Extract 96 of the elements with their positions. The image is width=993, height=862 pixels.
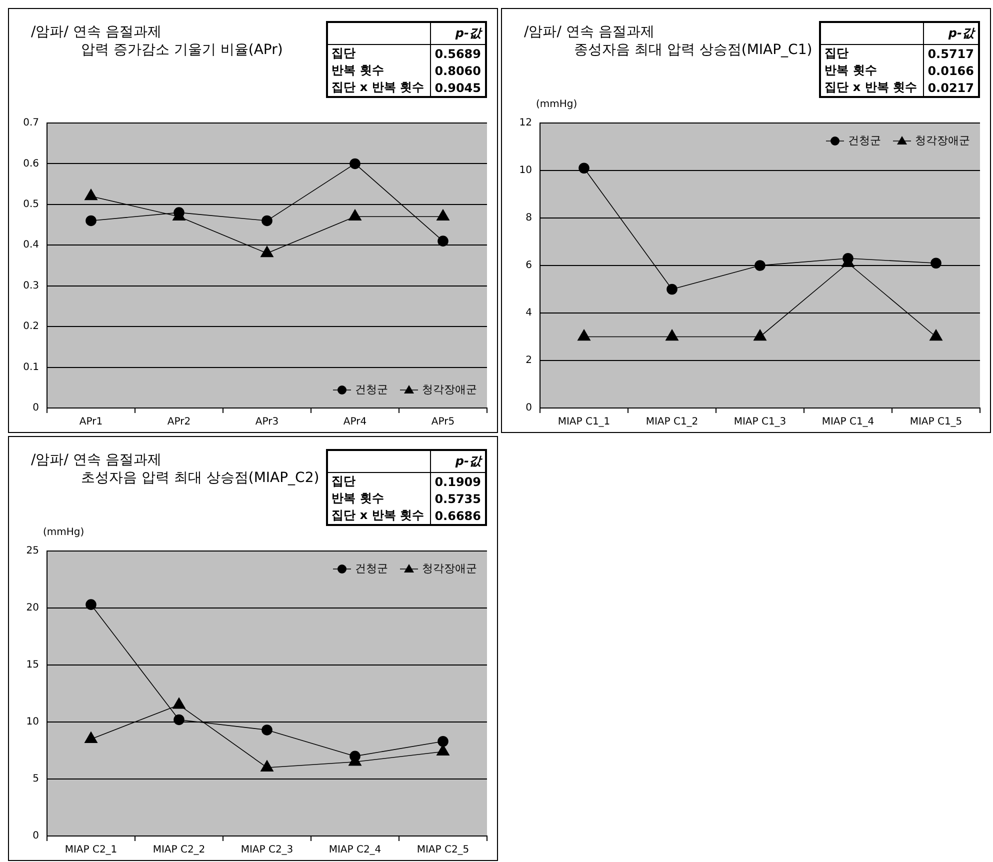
y-tick-label: 2 (526, 355, 532, 366)
text: 집단 x 반복 횟수 (326, 79, 430, 97)
y-axis-title: (mmHg) (43, 527, 84, 538)
text: 반복 횟수 (326, 62, 430, 79)
text: 집단 x 반복 횟수 (326, 507, 430, 525)
point (174, 714, 184, 726)
x-tick-label: MIAP C2_4 (328, 844, 382, 856)
point (86, 599, 96, 610)
text: 0.5689 (434, 46, 482, 62)
chart-subtitle: 종성자음 최대 압력 상승점(MIAP_C1) (573, 41, 812, 59)
y-tick-label: 10 (519, 165, 532, 176)
point (350, 750, 360, 762)
point (842, 252, 854, 264)
x-tick-label: MIAP C1_4 (822, 416, 874, 428)
text: p-값 (430, 22, 486, 44)
text: 집단 (326, 44, 430, 62)
x-tick-label: MIAP C1_2 (646, 416, 698, 428)
x-tick-label: MIAP C1_5 (910, 416, 962, 428)
y-tick-label: 0.3 (23, 280, 39, 292)
legend-label: 청각장애군 (422, 562, 477, 575)
text: 집단 x 반복 횟수 (820, 79, 924, 97)
point (172, 698, 186, 709)
text: 0.5735 (434, 490, 482, 507)
x-tick-label: MIAP C2_3 (240, 844, 294, 856)
y-tick-label: 4 (526, 308, 532, 319)
x-tick-label: APr5 (431, 416, 455, 428)
chart-subtitle: 초성자음 압력 최대 상승점(MIAP_C2) (80, 469, 320, 487)
point (930, 329, 942, 341)
y-tick-label: 0.4 (23, 240, 39, 251)
point (754, 329, 766, 341)
y-tick-label: 25 (26, 546, 39, 557)
text: p-값 (923, 22, 979, 44)
x-tick-label: MIAP C2_1 (64, 844, 118, 856)
text: 0.0166 (926, 62, 975, 79)
point (438, 236, 448, 246)
point (436, 209, 450, 221)
point (666, 284, 678, 295)
y-tick-label: 15 (26, 660, 39, 671)
point (260, 246, 274, 258)
point (350, 158, 360, 170)
text: 집단 (820, 44, 924, 62)
text: 0.9045 (434, 80, 482, 96)
y-tick-label: 8 (526, 212, 532, 224)
legend-label: 건청군 (848, 134, 881, 147)
y-tick-label: 0.2 (23, 321, 39, 332)
y-tick-label: 0.5 (23, 199, 39, 210)
y-axis-title: (mmHg) (536, 99, 578, 110)
chart-title: /암파/ 연속 음절과제 (31, 23, 162, 41)
text: 반복 횟수 (820, 62, 924, 79)
text: 0.8060 (434, 62, 482, 79)
y-tick-label: 0.1 (23, 362, 39, 373)
y-tick-label: 12 (519, 118, 532, 129)
x-tick-label: APr1 (79, 416, 103, 428)
point (666, 329, 678, 341)
chart-subtitle: 압력 증가감소 기울기 비율(APr) (80, 41, 283, 59)
point (262, 724, 272, 736)
y-tick-label: 0 (32, 830, 39, 842)
point (84, 732, 98, 743)
x-tick-label: MIAP C2_2 (152, 844, 206, 856)
chart-title: /암파/ 연속 음절과제 (524, 23, 656, 41)
point (578, 329, 590, 341)
legend-label: 건청군 (355, 382, 388, 396)
y-tick-label: 0 (32, 402, 39, 414)
x-tick-label: MIAP C1_1 (558, 416, 610, 428)
y-tick-label: 6 (526, 260, 532, 272)
text: 집단 (326, 472, 430, 490)
y-tick-label: 0 (526, 402, 532, 414)
chart-title: /암파/ 연속 음절과제 (31, 451, 162, 469)
point (260, 760, 274, 772)
legend-label: 건청군 (355, 562, 388, 575)
y-tick-label: 5 (32, 774, 39, 785)
text: 0.1909 (434, 474, 482, 490)
point (438, 736, 448, 747)
x-tick-label: APr4 (343, 416, 367, 428)
text: 0.6686 (434, 508, 482, 524)
text: 0.0217 (926, 80, 975, 96)
x-tick-label: MIAP C1_3 (734, 416, 786, 428)
y-tick-label: 20 (26, 602, 39, 614)
legend-label: 청각장애군 (915, 134, 970, 147)
text: 반복 횟수 (326, 490, 430, 507)
y-tick-label: 0.7 (23, 118, 39, 129)
x-tick-label: APr3 (255, 416, 279, 428)
text: 0.5717 (926, 46, 975, 62)
point (930, 258, 942, 269)
point (84, 188, 98, 200)
point (262, 215, 272, 226)
point (578, 162, 590, 174)
y-tick-label: 0.6 (23, 158, 39, 170)
x-tick-label: APr2 (167, 416, 191, 428)
point (754, 260, 766, 271)
text: p-값 (430, 450, 486, 472)
y-tick-label: 10 (26, 716, 39, 728)
x-tick-label: MIAP C2_5 (416, 844, 470, 856)
point (348, 209, 362, 221)
point (86, 215, 96, 226)
legend-label: 청각장애군 (422, 382, 477, 396)
